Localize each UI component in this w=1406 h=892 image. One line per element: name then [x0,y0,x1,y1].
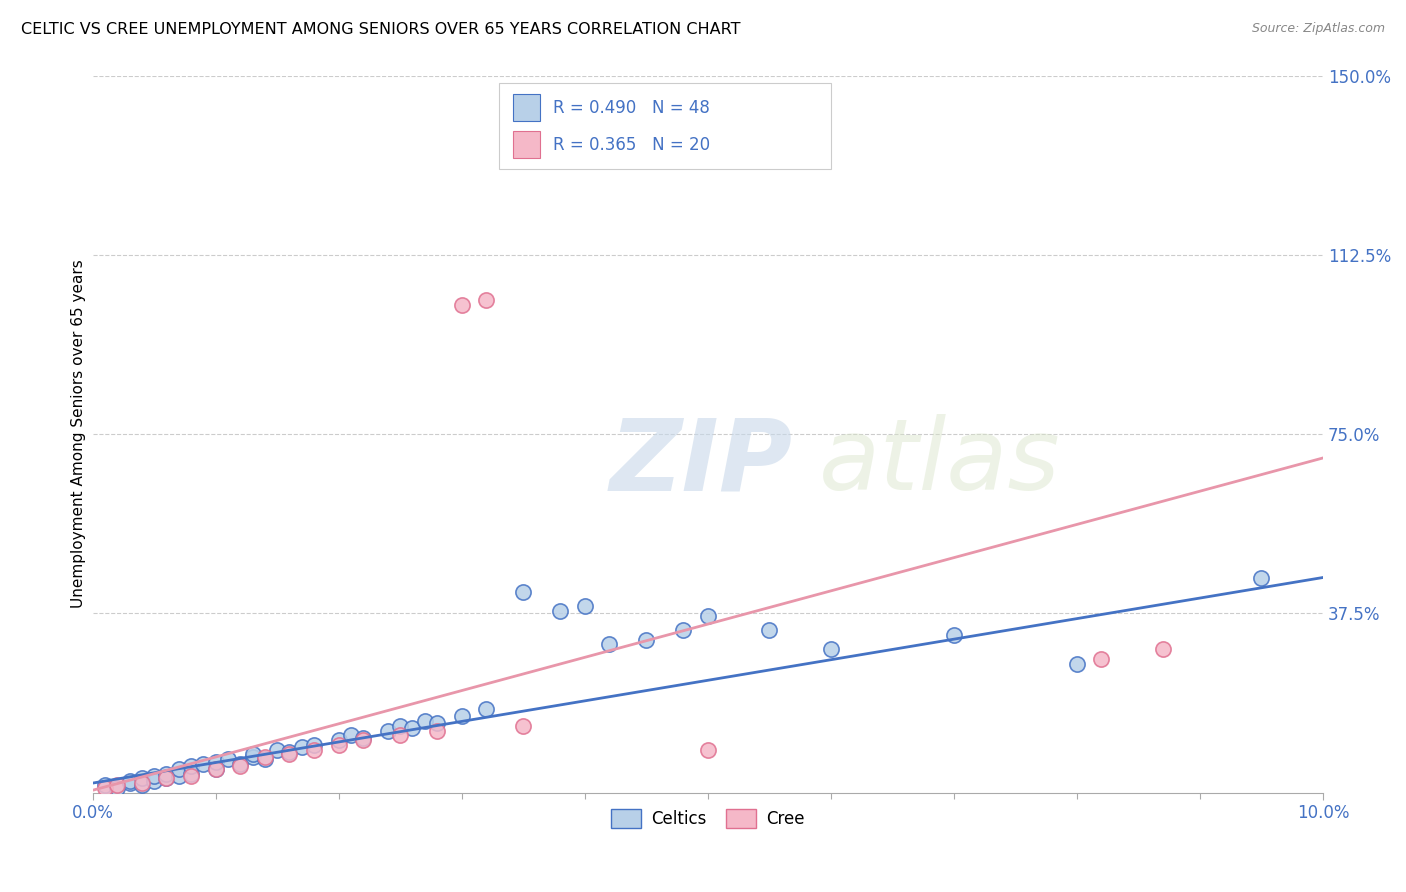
Point [352,731,374,745]
Point [105,779,128,793]
Point [475,293,498,308]
Point [180,759,202,773]
Point [389,728,412,742]
Point [413,714,436,728]
Point [167,769,190,783]
Point [266,742,288,756]
Point [118,773,141,788]
Point [574,599,596,614]
Point [291,740,314,755]
Legend: Celtics, Cree: Celtics, Cree [605,802,811,835]
Point [167,762,190,776]
Point [302,742,325,756]
Point [204,762,226,776]
FancyBboxPatch shape [499,83,831,169]
Point [1152,642,1174,657]
Point [155,772,177,786]
Point [242,747,264,762]
Point [131,776,153,790]
Point [229,759,252,773]
Point [94,779,117,793]
Point [340,728,363,742]
Point [672,623,695,637]
Point [758,623,780,637]
Point [143,769,166,783]
Point [131,779,153,793]
Point [118,776,141,790]
Point [820,642,842,657]
Point [512,585,534,599]
Point [696,742,718,756]
Text: R = 0.365   N = 20: R = 0.365 N = 20 [553,136,710,153]
Point [155,772,177,786]
Point [229,756,252,771]
Point [696,608,718,623]
Point [328,738,350,752]
Point [352,733,374,747]
FancyBboxPatch shape [513,94,540,121]
Point [1090,652,1112,666]
Point [548,604,571,618]
FancyBboxPatch shape [513,131,540,159]
Point [636,632,658,647]
Point [401,721,423,735]
Text: CELTIC VS CREE UNEMPLOYMENT AMONG SENIORS OVER 65 YEARS CORRELATION CHART: CELTIC VS CREE UNEMPLOYMENT AMONG SENIOR… [21,22,741,37]
Text: Source: ZipAtlas.com: Source: ZipAtlas.com [1251,22,1385,36]
Text: ZIP: ZIP [609,414,793,511]
Point [155,766,177,780]
Point [302,738,325,752]
Point [1066,657,1088,671]
Point [942,628,965,642]
Point [278,747,301,762]
Point [328,733,350,747]
Point [426,723,449,738]
Point [598,637,620,651]
Point [204,755,226,769]
Point [242,749,264,764]
Point [1250,570,1272,584]
Point [450,298,472,312]
Y-axis label: Unemployment Among Seniors over 65 years: Unemployment Among Seniors over 65 years [72,260,86,608]
Text: atlas: atlas [818,414,1060,511]
Point [217,752,239,766]
Point [193,756,215,771]
Point [143,773,166,788]
Point [389,719,412,733]
Point [253,752,276,766]
Text: R = 0.490   N = 48: R = 0.490 N = 48 [553,99,710,117]
Point [450,709,472,723]
Point [512,719,534,733]
Point [94,780,117,795]
Point [426,716,449,731]
Point [180,769,202,783]
Point [253,749,276,764]
Point [475,702,498,716]
Point [204,762,226,776]
Point [377,723,399,738]
Point [131,772,153,786]
Point [105,780,128,795]
Point [278,745,301,759]
Point [180,766,202,780]
